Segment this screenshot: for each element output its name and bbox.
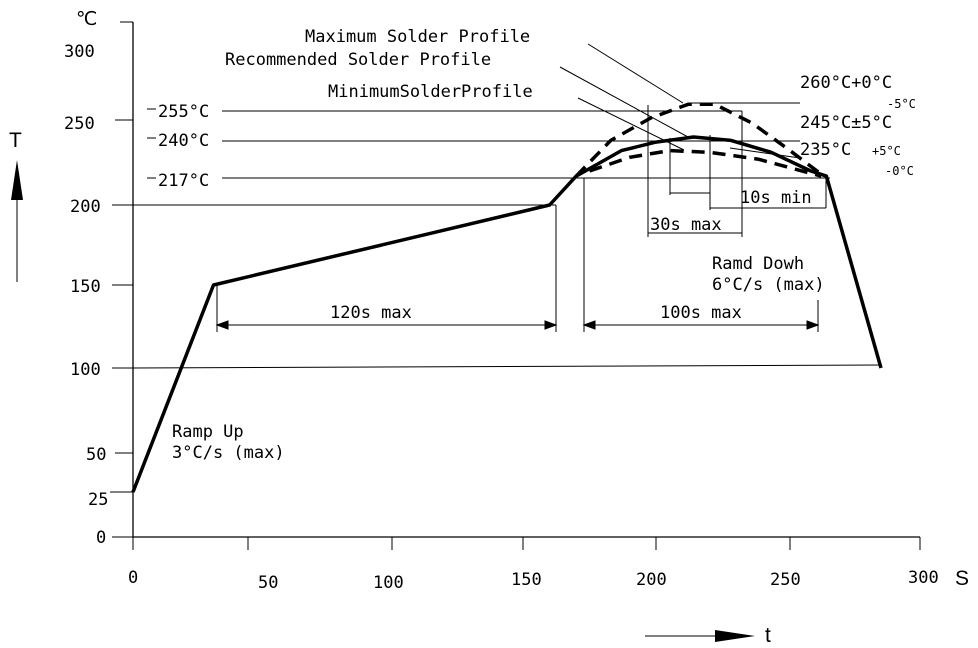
preheat-duration-label: 120s max [330,303,412,323]
max-profile-label: Maximum Solder Profile [305,27,530,47]
ramp-down-rate-label: 6°C/s (max) [712,275,825,295]
ref-line-100 [132,364,883,369]
x-ticks [132,537,921,550]
min-profile-label: MinimumSolderProfile [328,82,533,102]
x-unit-label: S [955,567,969,590]
annotations: Maximum Solder Profile Recommended Solde… [172,27,825,463]
y-tick-label: 50 [86,445,106,465]
peak-label-min-minus: -0°C [885,164,914,178]
peak-label-max: 260°C+0°C [800,73,892,93]
x-axis-symbol: t [765,624,771,647]
series-line-1 [574,102,825,178]
y-tick-label: 150 [70,277,101,297]
peak-label-min-plus: +5°C [872,144,901,158]
x-direction-arrow [645,630,755,642]
temp-label-255: 255°C [158,102,209,122]
series-line-0 [131,135,883,493]
series-layer [131,102,883,493]
y-tick-label: 300 [64,42,95,62]
recommended-profile-label: Recommended Solder Profile [225,50,491,70]
temp-label-240: 240°C [158,131,209,151]
x-tick-label: 250 [770,570,801,590]
y-axis-symbol: T [9,129,22,152]
y-ticks [110,21,133,538]
y-tick-labels: 300 250 200 150 100 50 25 0 [64,42,108,548]
x-tick-labels: 0 50 100 150 200 250 300 [128,568,939,593]
dimension-arrows [215,320,820,330]
x-tick-label: 150 [511,570,542,590]
y-tick-label: 0 [96,528,106,548]
axes [132,22,920,538]
near-peak-duration-label: 30s max [650,215,722,235]
ramp-up-rate-label: 3°C/s (max) [172,443,285,463]
peak-label-max-sub: -5°C [887,97,916,111]
peak-labels: 260°C+0°C -5°C 245°C±5°C 235°C +5°C -0°C [800,73,916,178]
y-unit-label: ℃ [76,9,97,30]
peak-label-min: 235°C [800,140,851,160]
peak-duration-label: 10s min [740,188,812,208]
leader-max-profile [587,43,684,104]
ramp-down-label: Ramd Dowh [712,254,804,274]
y-tick-label: 100 [70,360,101,380]
leader-rec-profile [559,66,689,138]
x-tick-label: 100 [373,573,404,593]
reference-lines [132,43,883,369]
temp-label-217: 217°C [158,171,209,191]
series-line-2 [588,148,822,178]
y-tick-label: 200 [70,197,101,217]
x-tick-label: 0 [128,568,138,588]
x-tick-label: 200 [636,570,667,590]
x-tick-label: 50 [258,573,278,593]
liquidus-duration-label: 100s max [660,303,742,323]
temperature-labels: 255°C 240°C 217°C [158,102,209,191]
peak-label-rec: 245°C±5°C [800,113,892,133]
y-direction-arrow [11,160,23,282]
x-tick-label: 300 [908,568,939,588]
y-tick-label: 250 [64,114,95,134]
y-tick-label: 25 [88,490,108,510]
ramp-up-label: Ramp Up [172,422,244,442]
leader-min-peak [729,147,801,159]
